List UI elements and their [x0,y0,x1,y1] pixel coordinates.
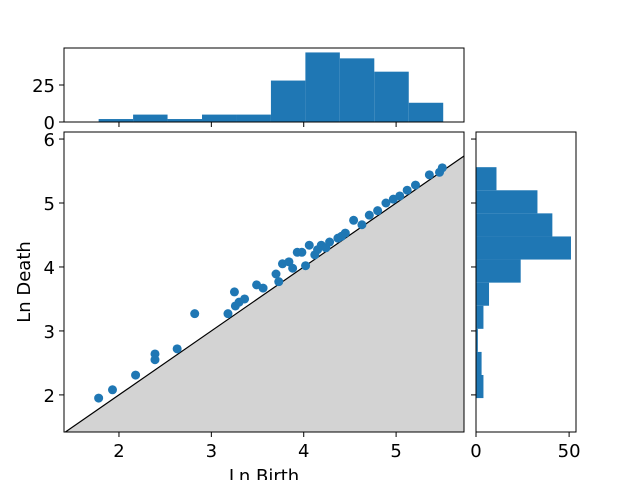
x-tick-label: 50 [558,441,581,462]
point [274,277,284,287]
y-tick-label: 4 [44,258,55,279]
y-tick-label: 2 [44,386,55,407]
hist-bar [476,282,490,306]
point [240,294,250,304]
hist-bar [476,190,538,214]
x-tick-label: 4 [298,441,309,462]
point [223,309,233,319]
point [357,220,367,230]
hist-bar [476,351,482,376]
y-tick-label: 6 [44,130,55,151]
hist-bar [476,213,553,237]
x-axis-label: Ln Birth [229,466,299,480]
hist-bar [167,119,203,122]
hist-bar [476,305,484,329]
y-tick-label: 0 [44,113,55,134]
axes-frame [63,131,465,433]
point [229,287,239,297]
hist-bar [476,167,497,191]
point [340,228,350,238]
point [395,191,405,201]
point [94,393,104,403]
point [411,180,421,190]
x-tick-label: 5 [390,441,401,462]
hist-bar [476,328,478,352]
point [150,355,160,365]
hist-bar [408,102,444,122]
point [271,269,281,279]
hist-bar [305,52,340,122]
point [373,206,383,216]
y-tick-label: 5 [44,194,55,215]
diagonal [65,155,465,433]
x-tick-label: 0 [470,441,481,462]
y-tick-label: 3 [44,322,55,343]
point [325,237,335,247]
point [424,170,434,180]
point [402,185,412,195]
point [258,283,268,293]
hist-bar [98,119,134,122]
hist-bar [476,375,484,399]
axes-frame [475,131,577,433]
hist-bar [374,71,409,122]
point [437,163,447,173]
point [131,370,141,380]
point [349,215,359,225]
axes-frame [63,47,465,123]
hist-bar [236,114,271,122]
point [297,247,307,257]
point [190,309,200,319]
point [172,344,182,354]
y-axis-label: Ln Death [14,241,35,323]
hist-bar [202,114,237,122]
hist-bar [270,80,306,122]
point [381,198,391,208]
point [364,210,374,220]
y-tick-label: 25 [32,76,55,97]
hist-bar [133,114,168,122]
point [301,261,311,271]
point [288,263,298,273]
point [304,240,314,250]
hist-bar [476,259,521,283]
point [107,385,117,395]
hist-bar [476,236,571,260]
hist-bar [339,58,375,122]
x-tick-label: 2 [113,441,124,462]
x-tick-label: 3 [206,441,217,462]
